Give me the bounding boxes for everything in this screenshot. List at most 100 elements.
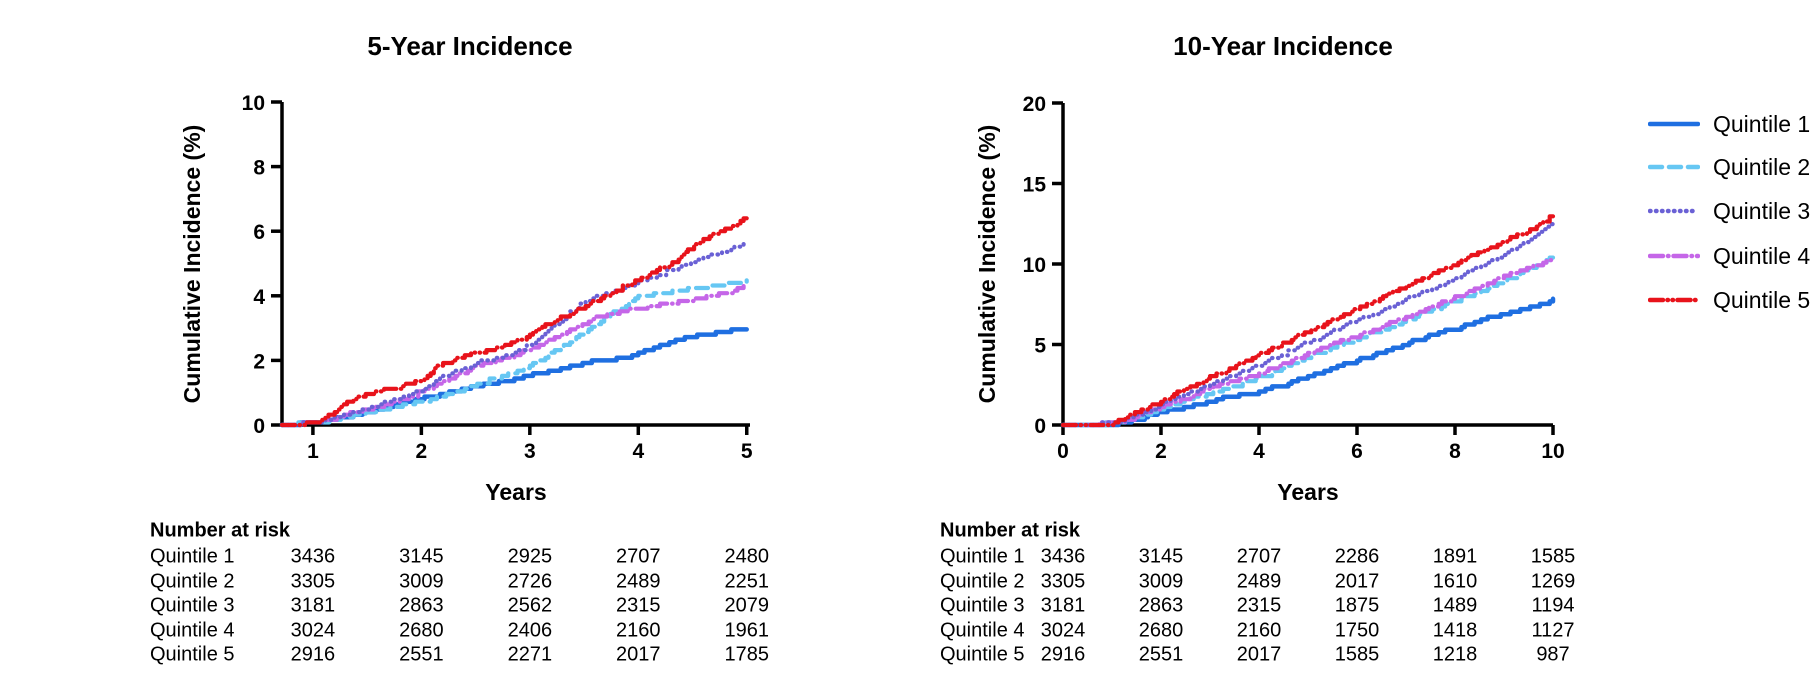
legend-item-quintile-2: Quintile 2 [1648, 151, 1810, 183]
legend-line-swatch [1648, 253, 1700, 259]
series-line-quintile-5 [279, 216, 749, 428]
y-tick-label: 0 [1034, 415, 1046, 438]
number-at-risk-title: Number at risk [150, 519, 291, 542]
risk-cell: 2017 [1334, 570, 1380, 593]
legend-line-swatch [1648, 208, 1700, 214]
x-tick-label: 1 [307, 440, 319, 463]
series-line-quintile-3 [279, 242, 749, 428]
y-tick-label: 6 [253, 221, 265, 244]
x-tick-label: 3 [524, 440, 536, 463]
risk-cell: 3305 [290, 570, 336, 593]
risk-cell: 2315 [616, 594, 661, 617]
y-tick-label: 15 [1023, 174, 1047, 197]
risk-cell: 1610 [1432, 570, 1478, 593]
risk-cell: 1585 [1334, 643, 1380, 666]
risk-cell: 2489 [616, 570, 661, 593]
legend-item-quintile-5: Quintile 5 [1648, 284, 1810, 316]
risk-cell: 1194 [1531, 594, 1575, 617]
x-tick-label: 4 [632, 440, 644, 463]
y-axis-label: Cumulative Incidence (%) [179, 125, 205, 404]
series-line-quintile-5 [1060, 214, 1556, 428]
risk-row-label: Quintile 4 [940, 619, 1025, 642]
risk-cell: 2863 [1138, 594, 1184, 617]
chart-5-year-incidence: 5-Year Incidence Cumulative Incidence (%… [179, 31, 753, 505]
legend-item-quintile-4: Quintile 4 [1648, 240, 1810, 272]
legend-item-quintile-3: Quintile 3 [1648, 195, 1810, 227]
risk-cell: 2315 [1236, 594, 1282, 617]
chart-title-10-year: 10-Year Incidence [1173, 31, 1393, 61]
legend-line-swatch [1648, 164, 1700, 170]
risk-cell: 1218 [1432, 643, 1478, 666]
y-axis-label: Cumulative Incidence (%) [974, 125, 1000, 404]
risk-row-label: Quintile 5 [940, 643, 1025, 666]
risk-cell: 1750 [1334, 619, 1380, 642]
risk-cell: 3009 [399, 570, 444, 593]
risk-cell: 2406 [507, 619, 553, 642]
risk-cell: 1127 [1531, 619, 1575, 642]
x-tick-label: 6 [1351, 440, 1363, 463]
y-tick-label: 0 [253, 415, 265, 438]
risk-cell: 2160 [1236, 619, 1282, 642]
chart-title-5-year: 5-Year Incidence [367, 31, 572, 61]
x-axis-label: Years [485, 479, 546, 505]
legend-label: Quintile 5 [1713, 286, 1811, 313]
y-tick-label: 4 [253, 286, 265, 309]
x-axis-label: Years [1277, 479, 1338, 505]
risk-cell: 1961 [724, 619, 769, 642]
risk-cell: 3436 [1040, 545, 1086, 568]
legend-label: Quintile 1 [1713, 110, 1811, 137]
risk-cell: 2079 [724, 594, 769, 617]
risk-row-label: Quintile 1 [150, 545, 235, 568]
risk-cell: 3436 [290, 545, 336, 568]
risk-row-label: Quintile 1 [940, 545, 1025, 568]
risk-cell: 2916 [290, 643, 336, 666]
y-tick-label: 8 [253, 157, 265, 180]
risk-cell: 2017 [616, 643, 661, 666]
plot-area-5-year: 1 2 3 4 5 0 2 4 6 8 10 [242, 92, 753, 463]
y-tick-label: 2 [253, 350, 265, 373]
risk-cell: 2925 [507, 545, 553, 568]
risk-cell: 987 [1536, 643, 1570, 666]
legend-item-quintile-1: Quintile 1 [1648, 108, 1810, 140]
risk-cell: 1785 [724, 643, 769, 666]
risk-cell: 2480 [724, 545, 769, 568]
legend-label: Quintile 2 [1713, 153, 1811, 180]
series-line-quintile-2 [279, 278, 749, 428]
risk-cell: 1418 [1432, 619, 1478, 642]
risk-cell: 3145 [1138, 545, 1184, 568]
risk-cell: 3024 [290, 619, 336, 642]
risk-cell: 2160 [616, 619, 661, 642]
risk-cell: 2489 [1236, 570, 1282, 593]
y-tick-label: 10 [1023, 254, 1046, 277]
risk-cell: 2680 [1138, 619, 1184, 642]
risk-cell: 3181 [1040, 594, 1086, 617]
x-tick-label: 2 [1155, 440, 1167, 463]
legend-line-swatch [1648, 121, 1700, 127]
risk-cell: 1875 [1334, 594, 1380, 617]
risk-cell: 2916 [1040, 643, 1086, 666]
risk-cell: 2271 [507, 643, 553, 666]
legend-line-swatch [1648, 297, 1700, 303]
risk-cell: 2551 [1138, 643, 1184, 666]
risk-row-label: Quintile 4 [150, 619, 235, 642]
x-tick-label: 2 [416, 440, 428, 463]
legend: Quintile 1 Quintile 2 Quintile 3 Quintile 4… [1643, 0, 1817, 340]
risk-cell: 3181 [290, 594, 336, 617]
risk-row-label: Quintile 2 [940, 570, 1025, 593]
series-line-quintile-1 [1060, 296, 1556, 428]
risk-cell: 2680 [399, 619, 444, 642]
x-tick-label: 10 [1541, 440, 1564, 463]
x-tick-label: 4 [1253, 440, 1265, 463]
risk-cell: 1269 [1530, 570, 1576, 593]
legend-label: Quintile 4 [1713, 242, 1811, 269]
chart-10-year-incidence: 10-Year Incidence Cumulative Incidence (… [974, 31, 1565, 505]
number-at-risk-title: Number at risk [940, 519, 1081, 542]
series-line-quintile-4 [279, 283, 749, 428]
risk-cell: 1489 [1432, 594, 1478, 617]
risk-cell: 3145 [399, 545, 444, 568]
x-tick-label: 0 [1057, 440, 1069, 463]
series-line-quintile-2 [1060, 255, 1556, 428]
risk-cell: 1891 [1432, 545, 1478, 568]
series-line-quintile-4 [1060, 258, 1556, 428]
